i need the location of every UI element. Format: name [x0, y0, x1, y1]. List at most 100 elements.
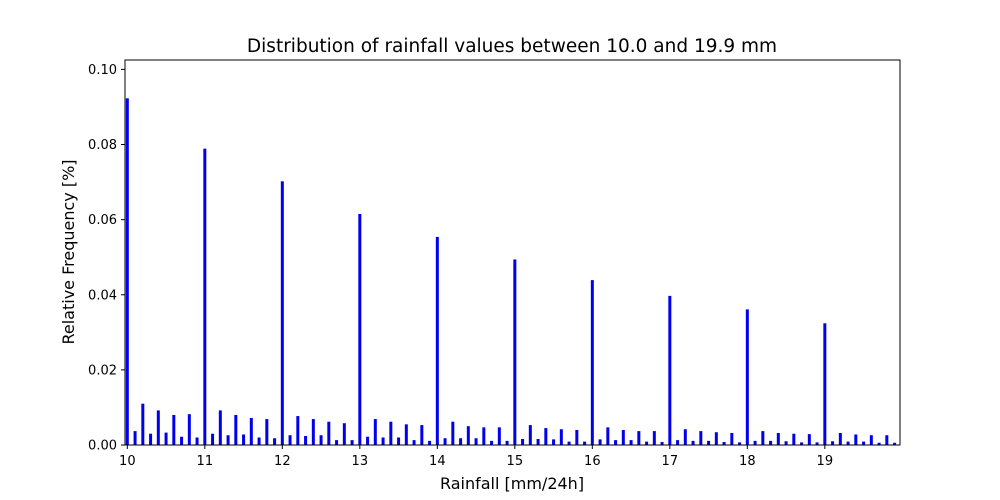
bar — [590, 280, 594, 445]
bar — [218, 410, 222, 445]
bar — [420, 425, 424, 445]
bar — [707, 440, 711, 445]
bar — [559, 429, 563, 445]
plot-area-frame — [124, 59, 901, 446]
bar — [784, 441, 788, 445]
bar — [164, 432, 168, 445]
bar — [536, 438, 540, 445]
bar — [792, 433, 796, 445]
bar — [676, 440, 680, 445]
bar — [528, 425, 532, 445]
bar — [342, 423, 346, 445]
bar — [358, 214, 362, 445]
y-tick-label: 0.08 — [88, 138, 117, 153]
bar — [335, 440, 339, 445]
bar — [637, 431, 641, 445]
bar — [412, 440, 416, 445]
bar — [738, 442, 742, 445]
y-tick-label: 0.10 — [88, 63, 117, 78]
bar — [195, 437, 199, 445]
bar — [366, 436, 370, 445]
bar — [745, 309, 749, 445]
bar — [211, 433, 215, 445]
bar — [683, 429, 687, 445]
x-tick-label: 16 — [584, 454, 601, 469]
bar — [730, 432, 734, 445]
bar — [296, 416, 300, 445]
bar — [273, 438, 277, 445]
bar — [125, 98, 129, 445]
bar — [885, 435, 889, 445]
bar — [598, 439, 602, 445]
bar — [497, 427, 501, 445]
bar — [691, 440, 695, 445]
bar — [257, 437, 261, 445]
bar — [280, 181, 284, 445]
bar — [831, 441, 835, 445]
bar — [621, 429, 625, 445]
x-tick-label: 12 — [274, 454, 291, 469]
bar — [854, 434, 858, 445]
bar — [482, 427, 486, 445]
bar — [397, 437, 401, 445]
bar — [428, 440, 432, 445]
bar — [862, 441, 866, 445]
bar — [466, 426, 470, 445]
bar — [265, 419, 269, 445]
bar — [869, 435, 873, 445]
bar — [699, 431, 703, 445]
bar — [311, 419, 315, 445]
bar — [823, 323, 827, 445]
bar — [141, 403, 145, 445]
bar — [544, 428, 548, 445]
bar — [505, 440, 509, 445]
bar — [389, 421, 393, 445]
bar — [490, 440, 494, 445]
bar — [443, 438, 447, 445]
bar — [668, 295, 672, 445]
bar — [807, 434, 811, 445]
bar — [288, 435, 292, 445]
bar — [319, 435, 323, 445]
bar — [815, 442, 819, 445]
bar — [753, 440, 757, 445]
y-tick-label: 0.00 — [88, 439, 117, 454]
bar — [180, 436, 184, 445]
bar — [304, 435, 308, 445]
x-tick-label: 14 — [429, 454, 446, 469]
bar — [521, 438, 525, 445]
y-axis-ticks: 0.00 0.02 0.04 0.06 0.08 0.10 — [88, 63, 125, 454]
bar — [652, 431, 656, 445]
bar — [761, 431, 765, 445]
bar — [203, 148, 207, 445]
bar — [404, 424, 408, 445]
bar — [838, 432, 842, 445]
bar — [435, 236, 439, 445]
bar — [614, 440, 618, 445]
bar — [172, 414, 176, 445]
bar — [249, 417, 253, 445]
bar — [226, 435, 230, 445]
y-tick-label: 0.04 — [88, 288, 117, 303]
bar — [187, 414, 191, 445]
bar — [800, 442, 804, 445]
bar — [474, 438, 478, 445]
bar — [660, 442, 664, 445]
bar — [606, 427, 610, 445]
bar — [242, 434, 246, 445]
bar — [567, 441, 571, 445]
bar — [156, 410, 160, 445]
bar — [373, 419, 377, 445]
bar — [552, 439, 556, 445]
x-tick-label: 18 — [739, 454, 756, 469]
x-axis-ticks: 10 11 12 13 14 15 16 17 18 19 — [119, 445, 833, 469]
bar — [714, 432, 718, 445]
bar — [769, 440, 773, 445]
y-axis-label: Relative Frequency [%] — [59, 159, 78, 344]
bar — [629, 440, 633, 445]
x-axis-label: Rainfall [mm/24h] — [440, 474, 584, 493]
bar — [846, 441, 850, 445]
x-tick-label: 10 — [119, 454, 136, 469]
bar — [149, 433, 153, 445]
